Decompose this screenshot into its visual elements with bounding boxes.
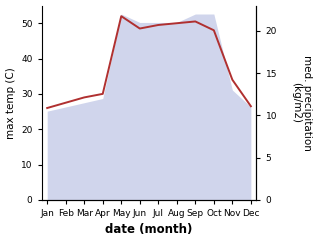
X-axis label: date (month): date (month) [105, 223, 193, 236]
Y-axis label: med. precipitation
(kg/m2): med. precipitation (kg/m2) [291, 55, 313, 151]
Y-axis label: max temp (C): max temp (C) [5, 67, 16, 139]
